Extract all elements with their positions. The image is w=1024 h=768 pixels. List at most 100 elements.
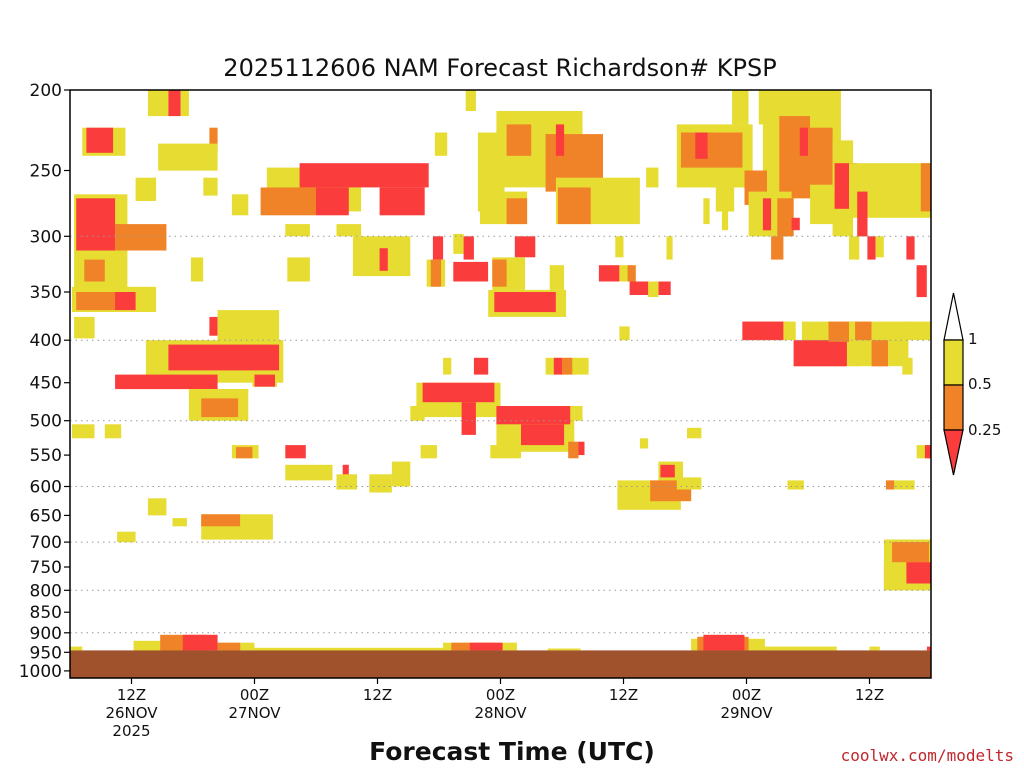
ri-region-y [748, 646, 837, 651]
y-tick-label: 500 [30, 412, 62, 432]
x-tick-label: 00Z [732, 686, 761, 704]
ri-region-o [430, 259, 442, 287]
ri-region-y [135, 177, 157, 201]
y-tick-label: 200 [30, 81, 62, 101]
ri-region-o [217, 642, 241, 651]
ri-region-y [172, 518, 187, 527]
x-tick-label: 26NOV [105, 704, 158, 722]
ri-region-r [660, 464, 675, 478]
x-tick-label: 29NOV [720, 704, 773, 722]
y-tick-label: 750 [30, 558, 62, 578]
ri-region-r [578, 441, 585, 456]
ri-region-y [453, 233, 464, 254]
ri-region-y [715, 187, 735, 212]
ri-region-r [193, 374, 218, 390]
ri-region-o [506, 124, 532, 156]
ri-region-y [410, 406, 425, 421]
x-tick-label: 12Z [855, 686, 884, 704]
ri-region-r [496, 406, 571, 425]
ri-region-r [469, 642, 503, 651]
ri-region-o [236, 447, 253, 459]
ri-region-r [76, 198, 116, 251]
y-tick-label: 550 [30, 446, 62, 466]
colorbar-label: 0.25 [968, 421, 1001, 439]
ri-region-y [639, 438, 649, 449]
ri-region-o [76, 292, 118, 311]
colorbar-legend: 1 0.5 0.25 [943, 292, 1001, 476]
ri-region-y [104, 424, 122, 439]
ri-region-y [190, 257, 204, 282]
ri-region-y [875, 236, 884, 258]
x-tick-label: 12Z [363, 686, 392, 704]
ri-region-r [857, 191, 868, 237]
ri-region-o [209, 127, 218, 153]
ri-region-r [115, 292, 136, 311]
ri-region-r [422, 382, 495, 403]
ri-region-r [555, 124, 565, 156]
ri-region-y [147, 498, 167, 516]
ri-region-r [461, 402, 476, 435]
ri-region-o [260, 187, 316, 216]
ri-region-y [465, 90, 476, 111]
ri-region-o [492, 259, 507, 287]
ri-region-r [299, 163, 429, 188]
ri-region-y [549, 265, 565, 290]
ri-region-y [70, 646, 83, 651]
ri-region-y [254, 647, 444, 651]
ri-region-r [254, 374, 275, 387]
ri-region-y [703, 198, 710, 225]
ri-region-o [506, 198, 528, 225]
ri-region-r [521, 424, 565, 446]
ri-region-y [547, 648, 581, 651]
ri-region-r [703, 634, 745, 651]
y-tick-label: 400 [30, 331, 62, 351]
colorbar-label: 1 [968, 330, 978, 348]
x-tick-label: 27NOV [228, 704, 281, 722]
ri-region-r [316, 187, 349, 216]
ri-region-y [117, 531, 136, 543]
colorbar-swatch [943, 384, 964, 431]
ri-region-y [676, 477, 702, 490]
ri-region-y [646, 167, 659, 188]
ri-region-y [285, 464, 333, 481]
y-tick-label: 350 [30, 283, 62, 303]
ri-region-o [771, 236, 784, 260]
ri-region-r [432, 236, 444, 260]
y-tick-label: 600 [30, 478, 62, 498]
ri-region-y [902, 321, 931, 341]
y-tick-label: 800 [30, 581, 62, 601]
ri-region-y [147, 90, 169, 117]
ri-region-y [217, 310, 280, 342]
ri-region-y [902, 357, 913, 375]
ri-region-y [687, 427, 702, 439]
ri-region-o [920, 163, 931, 212]
ri-region-o [115, 224, 167, 251]
ri-region-y [849, 236, 860, 260]
ri-region-y [336, 474, 357, 490]
x-tick-label: 12Z [117, 686, 146, 704]
ri-region-y [574, 406, 583, 421]
ri-region-r [473, 357, 489, 375]
ri-region-r [926, 646, 931, 651]
ri-region-o [777, 198, 794, 237]
ground-surface [70, 650, 931, 678]
ri-region-y [72, 424, 95, 439]
x-axis-label: Forecast Time (UTC) [369, 737, 655, 766]
ri-region-y [369, 474, 392, 493]
ri-region-y [420, 445, 437, 459]
surface-layer [70, 650, 931, 678]
x-tick-label: 28NOV [474, 704, 527, 722]
ri-region-y [783, 321, 796, 341]
y-tick-label: 1000 [19, 662, 62, 682]
ri-region-r [924, 445, 931, 459]
ri-region-r [115, 374, 193, 390]
ri-region-r [916, 265, 927, 298]
ri-region-y [285, 224, 310, 237]
ri-region-y [666, 236, 673, 260]
ri-region-y [615, 236, 624, 258]
credit-link[interactable]: coolwx.com/modelts [841, 746, 1014, 765]
ri-region-y [231, 194, 249, 216]
ri-region-r [553, 357, 562, 375]
